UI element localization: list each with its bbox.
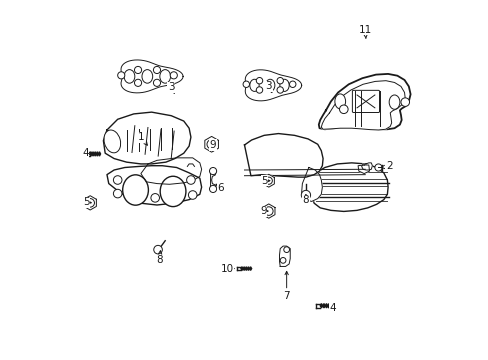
Text: 10: 10 [221,264,234,274]
Circle shape [256,87,262,93]
Circle shape [170,72,177,79]
Text: 5: 5 [261,176,269,186]
Text: 8: 8 [302,195,308,205]
Polygon shape [279,246,290,266]
Circle shape [256,77,262,84]
Ellipse shape [388,95,399,109]
Circle shape [151,194,159,202]
Text: 7: 7 [283,271,289,301]
Polygon shape [244,267,247,270]
Ellipse shape [279,79,288,91]
Polygon shape [322,303,325,308]
Circle shape [283,247,289,252]
Ellipse shape [142,69,152,83]
Circle shape [209,185,216,193]
Circle shape [113,189,122,198]
Circle shape [276,87,283,93]
Ellipse shape [160,176,185,207]
Ellipse shape [124,69,135,83]
Polygon shape [320,303,322,308]
Polygon shape [249,267,251,270]
Circle shape [400,98,408,107]
Ellipse shape [104,130,121,153]
Polygon shape [244,134,323,177]
Polygon shape [245,70,301,101]
Text: 1: 1 [137,132,147,145]
Polygon shape [210,169,216,191]
Circle shape [134,66,142,73]
Circle shape [264,177,272,184]
Polygon shape [247,267,249,270]
Polygon shape [325,303,327,308]
Text: 4: 4 [326,303,336,313]
Text: 4: 4 [82,148,92,158]
Ellipse shape [122,175,148,205]
Polygon shape [94,152,96,156]
Circle shape [188,191,197,199]
Polygon shape [92,152,94,156]
Circle shape [86,199,94,207]
FancyBboxPatch shape [352,90,379,112]
Circle shape [113,176,122,184]
Text: 11: 11 [358,25,371,39]
Polygon shape [103,112,190,164]
Polygon shape [241,267,243,270]
Circle shape [280,257,285,263]
Polygon shape [98,152,101,156]
Polygon shape [121,60,183,93]
Circle shape [301,190,310,200]
Polygon shape [301,167,322,202]
Text: 8: 8 [156,251,163,265]
Circle shape [186,176,195,184]
Ellipse shape [334,94,345,109]
Polygon shape [311,163,387,211]
Text: 9: 9 [209,140,216,151]
Polygon shape [321,81,405,130]
Circle shape [209,167,216,175]
Polygon shape [361,163,372,170]
Circle shape [206,140,216,149]
Polygon shape [141,158,201,184]
Polygon shape [96,152,98,156]
Text: 5: 5 [83,197,91,207]
Circle shape [276,77,283,84]
Text: 6: 6 [216,183,224,193]
Circle shape [339,105,347,113]
Circle shape [243,81,249,87]
Circle shape [289,81,295,87]
Polygon shape [263,174,274,187]
Polygon shape [357,165,369,174]
Polygon shape [318,74,410,129]
Circle shape [153,246,162,254]
Text: 3: 3 [265,81,271,93]
Circle shape [264,207,272,215]
Circle shape [374,164,381,171]
Polygon shape [243,267,244,270]
Circle shape [153,79,160,86]
Polygon shape [84,196,96,210]
Circle shape [134,79,142,86]
Text: 3: 3 [167,82,174,93]
Polygon shape [204,136,218,152]
Text: 9: 9 [260,206,267,216]
Text: 2: 2 [381,161,392,171]
Ellipse shape [249,79,259,91]
Polygon shape [327,303,329,308]
Polygon shape [107,166,201,205]
Polygon shape [262,204,274,218]
Circle shape [153,66,160,73]
Ellipse shape [265,79,274,91]
Ellipse shape [160,69,170,83]
Circle shape [118,72,124,79]
Polygon shape [90,152,92,156]
